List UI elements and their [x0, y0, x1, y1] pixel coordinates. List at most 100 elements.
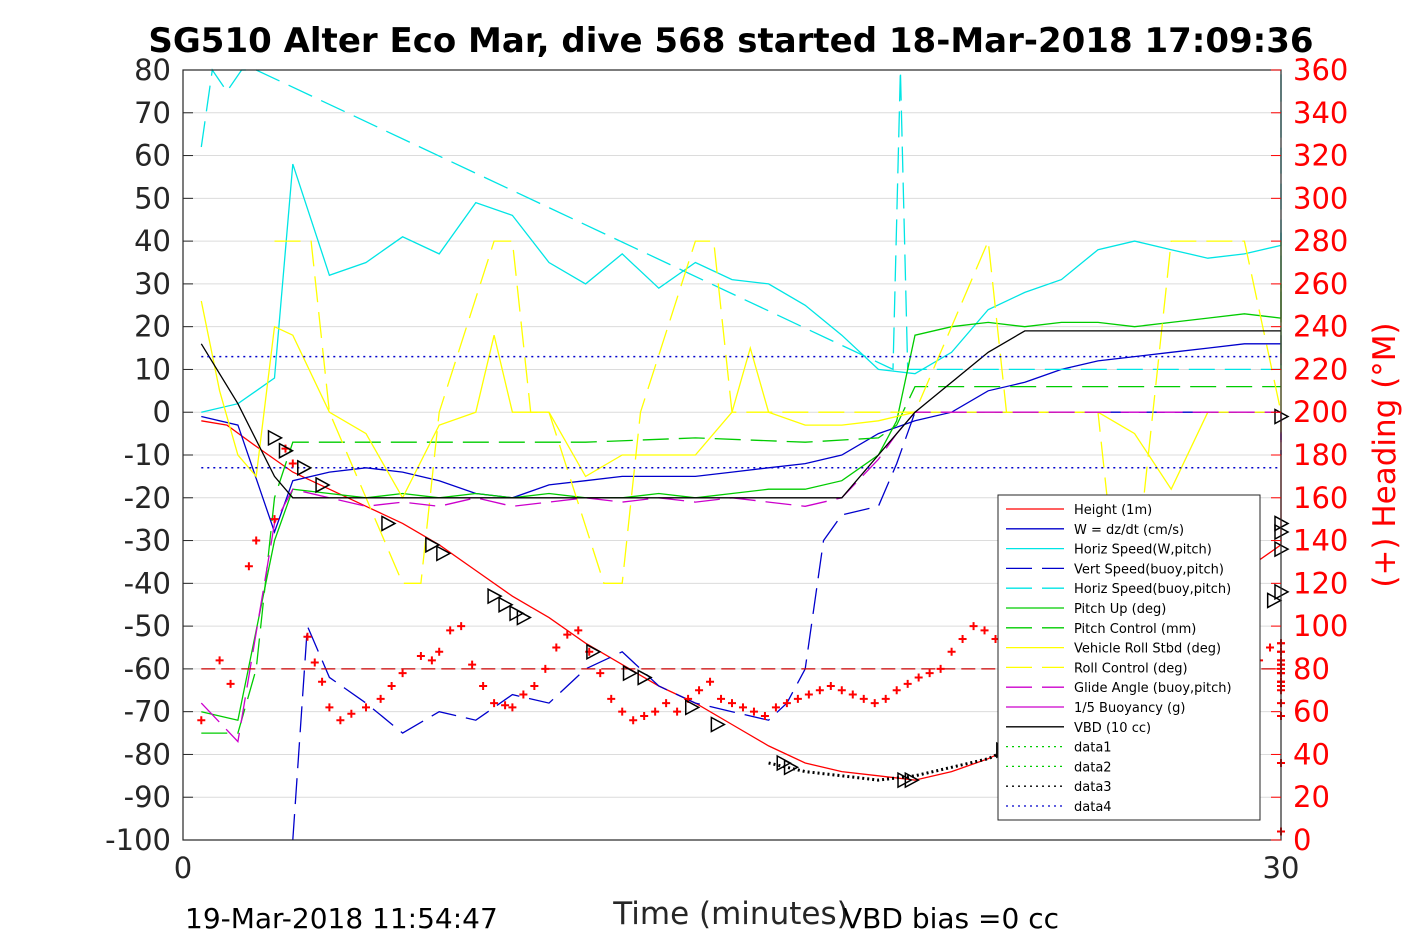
heading-marker [914, 673, 923, 682]
y-tick-label: -70 [124, 695, 171, 729]
y-tick-label: -10 [124, 438, 171, 472]
legend-label: data1 [1074, 741, 1112, 756]
y-tick-label: 60 [134, 139, 171, 173]
heading-marker [673, 707, 682, 716]
heading-marker [501, 701, 510, 710]
heading-marker [969, 622, 978, 631]
heading-marker [958, 634, 967, 643]
series-line [274, 238, 1282, 584]
y-tick-label: 70 [134, 96, 171, 130]
y2-tick-label: 60 [1293, 695, 1330, 729]
heading-marker [738, 703, 747, 712]
heading-marker [226, 679, 235, 688]
y-tick-label: 0 [153, 395, 171, 429]
legend-label: Pitch Up (deg) [1074, 602, 1166, 617]
heading-marker [318, 677, 327, 686]
legend-label: data4 [1074, 800, 1112, 815]
bottom-dotted-segment [768, 740, 1026, 782]
heading-marker [826, 682, 835, 690]
heading-marker [651, 707, 660, 716]
y2-axis-label: (+) Heading (°M) [1367, 322, 1403, 587]
legend-label: 1/5 Buoyancy (g) [1074, 701, 1185, 716]
legend-label: Roll Control (deg) [1074, 661, 1188, 676]
heading-marker [804, 690, 813, 699]
heading-marker [925, 669, 934, 678]
y2-tick-label: 220 [1293, 352, 1348, 386]
y-tick-label: 80 [134, 53, 171, 87]
legend-label: Glide Angle (buoy,pitch) [1074, 681, 1232, 696]
heading-marker [325, 703, 334, 712]
triangle-marker [710, 716, 726, 733]
heading-marker [288, 459, 297, 468]
heading-marker [468, 660, 477, 669]
triangle-marker [783, 759, 800, 776]
y2-tick-label: 280 [1293, 224, 1348, 258]
legend-label: Horiz Speed(buoy,pitch) [1074, 582, 1231, 597]
heading-marker [640, 711, 649, 720]
heading-marker [815, 686, 824, 695]
triangle-marker [436, 545, 452, 562]
heading-marker [892, 686, 901, 695]
y-tick-label: -80 [124, 737, 171, 771]
y2-tick-label: 140 [1293, 524, 1348, 558]
legend-label: Pitch Control (mm) [1074, 622, 1196, 637]
triangle-marker [425, 536, 441, 554]
heading-marker [837, 686, 846, 695]
heading-marker [435, 647, 444, 656]
heading-marker [760, 711, 769, 720]
legend-label: VBD (10 cc) [1074, 721, 1151, 736]
heading-marker [336, 716, 345, 725]
heading-marker [859, 694, 868, 703]
heading-marker [387, 682, 396, 690]
y-tick-label: 50 [134, 181, 171, 215]
heading-marker [303, 632, 312, 641]
heading-marker [629, 716, 638, 725]
y2-tick-label: 300 [1293, 181, 1348, 215]
heading-marker [903, 679, 912, 688]
series-line [201, 283, 1282, 721]
triangle-marker [509, 605, 525, 622]
series-line [201, 385, 1281, 734]
triangle-marker [278, 442, 295, 459]
x-tick-label: 30 [1263, 851, 1300, 885]
heading-marker [947, 647, 956, 656]
triangle-marker [315, 476, 331, 494]
heading-marker [457, 622, 466, 631]
legend-label: W = dz/dt (cm/s) [1074, 523, 1184, 538]
series-line [200, 330, 1281, 499]
heading-marker [427, 656, 436, 665]
heading-marker [541, 664, 550, 673]
heading-marker [936, 664, 945, 673]
heading-marker [398, 669, 407, 678]
heading-marker [574, 626, 583, 635]
y2-tick-label: 320 [1293, 139, 1348, 173]
heading-marker [771, 703, 780, 712]
legend: Height (1m) W = dz/dt (cm/s) Horiz Speed(W… [997, 494, 1261, 821]
footer-timestamp: 19-Mar-2018 11:54:47 [185, 902, 498, 935]
y2-tick-label: 120 [1293, 566, 1348, 600]
heading-marker [793, 694, 802, 703]
footer-vbd-bias: VBD bias =0 cc [843, 902, 1059, 935]
heading-marker [310, 658, 319, 667]
triangle-marker [684, 699, 701, 716]
heading-marker [596, 669, 605, 678]
y-tick-label: 40 [134, 224, 171, 258]
heading-marker [848, 690, 857, 699]
heading-marker [607, 694, 616, 703]
series-line [200, 411, 1282, 743]
heading-marker [1266, 643, 1275, 652]
chart-title: SG510 Alter Eco Mar, dive 568 started 18… [148, 21, 1313, 61]
triangle-marker [1266, 592, 1283, 609]
y2-tick-label: 20 [1293, 780, 1330, 814]
heading-marker [706, 677, 715, 686]
heading-marker [479, 682, 488, 690]
heading-marker [717, 694, 726, 703]
y2-tick-label: 80 [1293, 652, 1330, 686]
heading-marker [519, 690, 528, 699]
y-tick-label: 20 [134, 310, 171, 344]
heading-marker [980, 626, 989, 635]
heading-marker [749, 707, 758, 716]
triangle-marker [637, 669, 653, 686]
y-tick-label: 10 [134, 352, 171, 386]
